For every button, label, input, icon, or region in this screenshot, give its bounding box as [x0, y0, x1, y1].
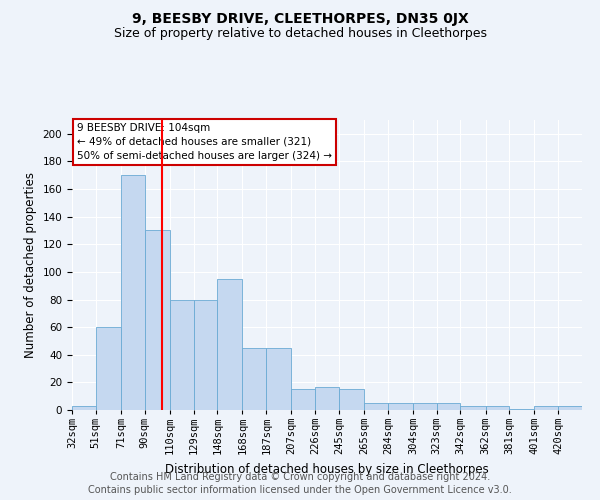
- Text: 9, BEESBY DRIVE, CLEETHORPES, DN35 0JX: 9, BEESBY DRIVE, CLEETHORPES, DN35 0JX: [131, 12, 469, 26]
- Bar: [339, 390, 364, 410]
- Bar: [485, 406, 509, 410]
- Text: Contains public sector information licensed under the Open Government Licence v3: Contains public sector information licen…: [88, 485, 512, 495]
- Bar: [315, 386, 339, 410]
- Text: Size of property relative to detached houses in Cleethorpes: Size of property relative to detached ho…: [113, 28, 487, 40]
- Bar: [413, 403, 437, 410]
- Bar: [266, 348, 291, 410]
- Bar: [535, 406, 558, 410]
- Text: 9 BEESBY DRIVE: 104sqm
← 49% of detached houses are smaller (321)
50% of semi-de: 9 BEESBY DRIVE: 104sqm ← 49% of detached…: [77, 123, 332, 161]
- Bar: [364, 403, 388, 410]
- Bar: [242, 348, 266, 410]
- Bar: [194, 300, 217, 410]
- Y-axis label: Number of detached properties: Number of detached properties: [24, 172, 37, 358]
- Text: Contains HM Land Registry data © Crown copyright and database right 2024.: Contains HM Land Registry data © Crown c…: [110, 472, 490, 482]
- Bar: [388, 403, 413, 410]
- Bar: [170, 300, 194, 410]
- Bar: [145, 230, 170, 410]
- Bar: [558, 406, 582, 410]
- Bar: [437, 403, 460, 410]
- Bar: [291, 390, 315, 410]
- Bar: [217, 279, 242, 410]
- X-axis label: Distribution of detached houses by size in Cleethorpes: Distribution of detached houses by size …: [165, 463, 489, 476]
- Bar: [72, 406, 96, 410]
- Bar: [509, 408, 535, 410]
- Bar: [460, 406, 485, 410]
- Bar: [121, 175, 145, 410]
- Bar: [96, 327, 121, 410]
